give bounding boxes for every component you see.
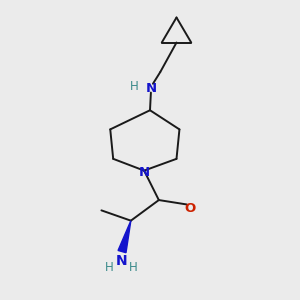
Text: N: N [116,254,128,268]
Text: N: N [145,82,156,95]
Polygon shape [118,221,131,253]
Text: O: O [184,202,195,215]
Text: H: H [105,261,114,274]
Text: H: H [130,80,139,93]
Text: N: N [139,167,150,179]
Text: H: H [129,261,138,274]
